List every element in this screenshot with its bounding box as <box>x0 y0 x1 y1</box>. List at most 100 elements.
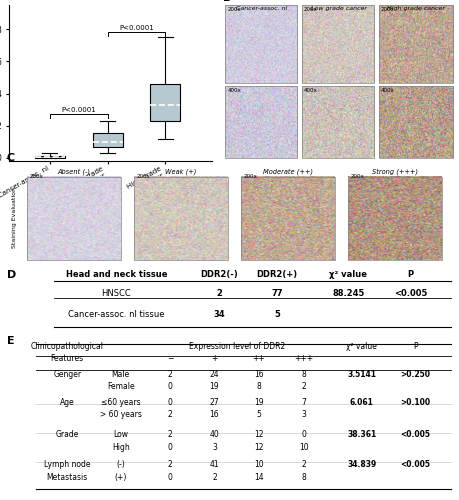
Text: +++: +++ <box>293 354 313 364</box>
Text: +: + <box>211 354 217 364</box>
Bar <box>224 5 297 83</box>
Bar <box>347 177 441 260</box>
Text: Moderate (++): Moderate (++) <box>263 168 313 174</box>
Text: 38.361: 38.361 <box>347 430 375 440</box>
Text: 400x: 400x <box>227 88 241 92</box>
Text: E: E <box>7 336 15 345</box>
Text: D: D <box>7 270 16 280</box>
Text: 400x: 400x <box>303 88 317 92</box>
Text: 12: 12 <box>254 443 263 452</box>
Text: Strong (+++): Strong (+++) <box>371 168 417 174</box>
Text: 0: 0 <box>167 472 172 482</box>
Text: 200x: 200x <box>29 174 43 179</box>
Text: 3.5141: 3.5141 <box>347 370 375 378</box>
Text: DDR2(-): DDR2(-) <box>200 270 237 279</box>
Text: 200x: 200x <box>136 174 150 179</box>
Text: 400x: 400x <box>380 88 394 92</box>
Text: Metastasis: Metastasis <box>46 472 88 482</box>
Text: P<0.0001: P<0.0001 <box>61 107 96 113</box>
Text: Weak (+): Weak (+) <box>165 168 196 174</box>
Text: 0: 0 <box>167 382 172 391</box>
Bar <box>378 86 452 158</box>
Text: 7: 7 <box>301 398 305 406</box>
Text: 77: 77 <box>271 288 282 298</box>
Text: Cancer-assoc. nl tissue: Cancer-assoc. nl tissue <box>68 310 164 318</box>
Text: P<0.0001: P<0.0001 <box>119 25 153 31</box>
Text: 2: 2 <box>216 288 221 298</box>
Bar <box>241 177 334 260</box>
Text: Lymph node: Lymph node <box>44 460 90 469</box>
Text: <0.005: <0.005 <box>399 430 429 440</box>
Text: > 60 years: > 60 years <box>100 410 141 419</box>
Text: Genger: Genger <box>53 370 81 378</box>
Text: 200x: 200x <box>380 8 394 12</box>
Text: 40: 40 <box>209 430 219 440</box>
Text: HNSCC: HNSCC <box>101 288 131 298</box>
Text: 5: 5 <box>274 310 279 318</box>
Text: Low: Low <box>113 430 128 440</box>
Text: Female: Female <box>106 382 134 391</box>
Text: Cancer-assoc. nl: Cancer-assoc. nl <box>236 6 287 11</box>
Text: 2: 2 <box>167 430 172 440</box>
Text: 8: 8 <box>301 370 305 378</box>
PathPatch shape <box>92 133 122 148</box>
Text: 34: 34 <box>213 310 224 318</box>
Bar <box>378 5 452 83</box>
Text: Absent (-): Absent (-) <box>57 168 90 174</box>
Text: 0: 0 <box>301 430 305 440</box>
Text: Age: Age <box>60 398 74 406</box>
Text: 2: 2 <box>167 410 172 419</box>
Text: Low grade cancer: Low grade cancer <box>310 6 366 11</box>
Text: >0.100: >0.100 <box>399 398 429 406</box>
Bar <box>224 86 297 158</box>
Text: 88.245: 88.245 <box>331 288 364 298</box>
Text: Grade: Grade <box>56 430 79 440</box>
Text: 16: 16 <box>209 410 219 419</box>
PathPatch shape <box>34 156 65 158</box>
Text: DDR2(+): DDR2(+) <box>256 270 297 279</box>
Text: 200x: 200x <box>350 174 364 179</box>
Bar <box>301 86 373 158</box>
Bar <box>27 177 120 260</box>
Text: High grade cancer: High grade cancer <box>386 6 444 11</box>
Text: 24: 24 <box>209 370 219 378</box>
Text: χ² value: χ² value <box>346 342 376 351</box>
Text: 10: 10 <box>298 443 308 452</box>
Text: 6.061: 6.061 <box>349 398 373 406</box>
Text: 19: 19 <box>209 382 219 391</box>
Text: 8: 8 <box>256 382 261 391</box>
Text: 200x: 200x <box>227 8 241 12</box>
Text: C: C <box>7 153 15 163</box>
Text: <0.005: <0.005 <box>399 460 429 469</box>
Bar <box>301 5 373 83</box>
Text: Male: Male <box>112 370 129 378</box>
Text: (+): (+) <box>114 472 127 482</box>
Text: >0.250: >0.250 <box>399 370 429 378</box>
Text: ≤60 years: ≤60 years <box>101 398 140 406</box>
Text: Expression level of DDR2: Expression level of DDR2 <box>188 342 284 351</box>
Text: 2: 2 <box>301 460 305 469</box>
Text: ++: ++ <box>252 354 265 364</box>
Text: P: P <box>412 342 417 351</box>
Text: 200x: 200x <box>243 174 257 179</box>
PathPatch shape <box>150 84 180 121</box>
Text: 0: 0 <box>167 443 172 452</box>
Text: 2: 2 <box>212 472 216 482</box>
Text: Staining Evaluation: Staining Evaluation <box>12 188 17 248</box>
Text: 0: 0 <box>167 398 172 406</box>
Text: 5: 5 <box>256 410 261 419</box>
Text: 41: 41 <box>209 460 219 469</box>
Text: P: P <box>407 270 413 279</box>
Text: Head and neck tissue: Head and neck tissue <box>65 270 167 279</box>
Text: Clinicopathological: Clinicopathological <box>31 342 103 351</box>
Text: 2: 2 <box>167 370 172 378</box>
Text: High: High <box>112 443 129 452</box>
Text: <0.005: <0.005 <box>393 288 426 298</box>
Text: 3: 3 <box>301 410 305 419</box>
Text: (-): (-) <box>116 460 125 469</box>
Text: 3: 3 <box>212 443 216 452</box>
Text: 2: 2 <box>301 382 305 391</box>
Text: 10: 10 <box>254 460 263 469</box>
Bar <box>134 177 227 260</box>
Text: 12: 12 <box>254 430 263 440</box>
